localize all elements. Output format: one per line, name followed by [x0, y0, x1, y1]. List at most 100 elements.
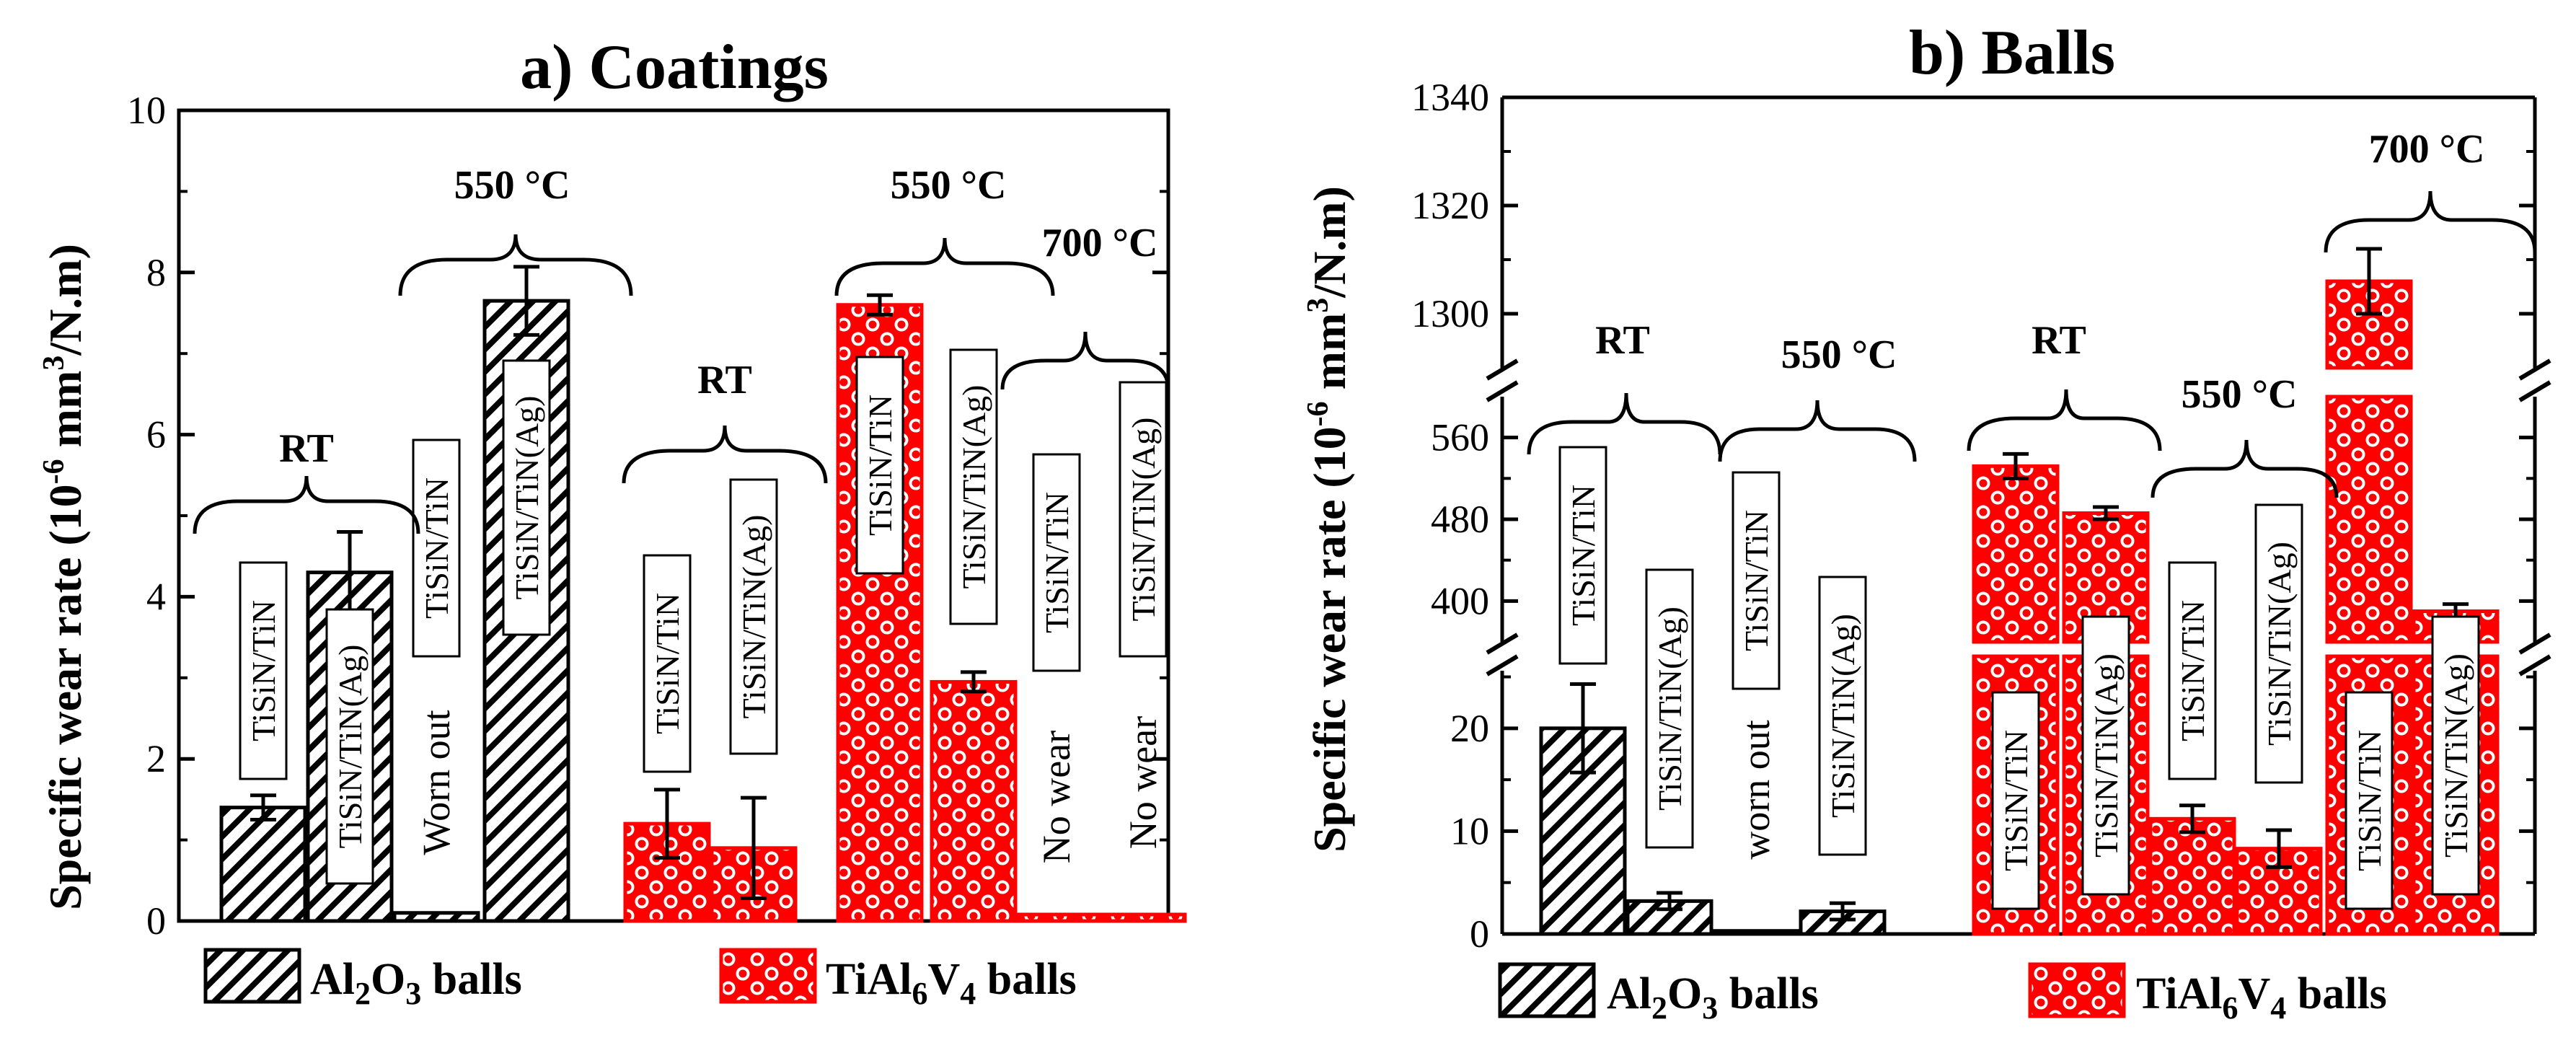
bar-label: TiSiN/TiN(Ag) — [736, 515, 772, 719]
bar-label-box — [2254, 503, 2303, 784]
panel-b-title: b) Balls — [1909, 18, 2115, 88]
panel-a-brace-550-al — [398, 234, 633, 296]
bar-label-box — [1645, 568, 1694, 849]
panel-b-group-rt-al: RT — [1595, 318, 1650, 363]
panel-b-y-ticks: 0 10 20 400 480 560 1300 1320 1340 — [1411, 76, 2535, 956]
panel-a-brace-550-ti — [834, 237, 1055, 296]
bar-label: TiSiN/TiN(Ag) — [956, 385, 992, 589]
bar-label-box — [855, 356, 904, 575]
panel-b-bars: TiSiN/TiN TiSiN/TiN(Ag) TiSiN/TiN worn out T… — [1539, 247, 2500, 936]
bar-label-box — [412, 439, 461, 658]
panel-a-group-550-al: 550 °C — [454, 163, 570, 208]
y-tick-label: 2 — [146, 737, 166, 780]
panel-b-ylabel: Specific wear rate (10-6 mm3/N.m) — [1302, 186, 1355, 852]
y-tick-label: 4 — [146, 575, 166, 618]
bar — [930, 679, 1018, 923]
bar-label: TiSiN/TiN(Ag) — [2261, 542, 2298, 746]
bar-label: TiSiN/TiN — [1565, 485, 1602, 626]
bar-note: No wear — [1121, 716, 1165, 849]
bar-label: TiSiN/TiN(Ag) — [508, 396, 545, 600]
bar — [2325, 395, 2413, 644]
panel-a-group-550-ti: 550 °C — [891, 163, 1007, 208]
bar-label: TiSiN/TiN — [1038, 492, 1075, 633]
y-tick-label: 1320 — [1411, 184, 1489, 227]
legend-label-tial6v4: TiAl6V4 balls — [826, 955, 1077, 1011]
panel-a-brace-700-ti — [1000, 331, 1170, 390]
bar-label: TiSiN/TiN(Ag) — [2088, 653, 2125, 858]
y-tick-label: 10 — [127, 89, 166, 132]
panel-b: b) Balls Specific wear rate (10-6 mm3/N.… — [1302, 18, 2551, 1026]
bar-label-box — [1558, 446, 1607, 665]
panel-b-group-550-ti: 550 °C — [2182, 372, 2298, 417]
bar-label-box — [2081, 615, 2130, 896]
bar-label: TiSiN/TiN(Ag) — [332, 645, 369, 849]
panel-a-group-rt-ti: RT — [697, 358, 752, 402]
bar-note: worn out — [1734, 720, 1778, 859]
y-tick-label: 8 — [146, 251, 166, 294]
bar-label: TiSiN/TiN — [649, 593, 686, 734]
bar-label: TiSiN/TiN(Ag) — [1125, 418, 1162, 622]
panel-a: a) Coatings Specific wear rate (10-6 mm3… — [38, 32, 1187, 1011]
bar-label-box — [1119, 381, 1168, 658]
bar-label: TiSiN/TiN(Ag) — [1651, 607, 1688, 811]
bar — [1712, 929, 1800, 936]
bar-label-box — [1991, 691, 2040, 910]
legend-swatch-tial6v4 — [2028, 962, 2126, 1018]
panel-b-brace-rt-al — [1527, 392, 1722, 455]
panel-b-brace-rt-ti — [1967, 389, 2162, 451]
bar-label-box — [1032, 453, 1081, 672]
y-tick-label: 6 — [146, 413, 166, 457]
bar — [1099, 912, 1187, 923]
panel-a-title: a) Coatings — [520, 32, 829, 102]
bar-label: TiSiN/TiN(Ag) — [2438, 653, 2474, 858]
y-tick-label: 400 — [1431, 579, 1489, 622]
bar-label-box — [643, 554, 692, 773]
y-tick-label: 1340 — [1411, 76, 1489, 119]
legend-swatch-al2o3 — [1498, 962, 1596, 1018]
legend-label-al2o3: Al2O3 balls — [1607, 969, 1819, 1026]
panel-b-brace-550-ti — [2151, 439, 2339, 498]
bar — [392, 911, 480, 923]
bar — [219, 806, 307, 923]
panel-a-legend: Al2O3 balls TiAl6V4 balls — [203, 948, 1077, 1011]
y-tick-label: 0 — [146, 899, 166, 943]
panel-b-group-700-ti: 700 °C — [2369, 127, 2485, 172]
bar — [2148, 816, 2236, 936]
bar-label-box — [325, 608, 374, 885]
bar-label: TiSiN/TiN — [1998, 730, 2034, 871]
panel-b-legend: Al2O3 balls TiAl6V4 balls — [1498, 962, 2387, 1026]
bar-label: TiSiN/TiN — [2174, 600, 2211, 741]
bar — [1626, 899, 1713, 936]
y-tick-label: 480 — [1431, 498, 1489, 541]
bar-note: No wear — [1035, 731, 1078, 863]
bar-label: TiSiN/TiN — [862, 395, 899, 536]
bar-label: TiSiN/TiN — [2351, 730, 2388, 871]
panel-a-ylabel: Specific wear rate (10-6 mm3/N.m) — [38, 244, 91, 910]
bar — [1972, 464, 2060, 644]
y-tick-label: 20 — [1450, 707, 1489, 750]
panel-a-brace-rt-ti — [622, 425, 828, 484]
y-tick-label: 10 — [1450, 809, 1489, 852]
panel-b-brace-700-ti — [2324, 190, 2537, 253]
legend-swatch-tial6v4 — [719, 948, 817, 1004]
legend-label-tial6v4: TiAl6V4 balls — [2136, 969, 2387, 1026]
bar-label-box — [2345, 691, 2394, 910]
bar-label: TiSiN/TiN — [1738, 510, 1775, 651]
bar-label: TiSiN/TiN — [418, 477, 455, 619]
panel-b-group-550-al: 550 °C — [1781, 332, 1897, 377]
bar-label-box — [2168, 561, 2217, 780]
panel-a-group-rt-al: RT — [279, 426, 334, 471]
y-tick-label: 0 — [1470, 912, 1489, 956]
bar-note: Worn out — [415, 710, 458, 855]
panel-a-brace-rt-al — [193, 475, 420, 534]
panel-a-bars: TiSiN/TiN TiSiN/TiN(Ag) TiSiN/TiN Worn out T… — [219, 265, 1187, 923]
legend-swatch-al2o3 — [203, 948, 301, 1004]
legend-label-al2o3: Al2O3 balls — [310, 955, 522, 1011]
bar-label-box — [239, 561, 288, 780]
panel-a-group-700-ti: 700 °C — [1042, 221, 1158, 265]
bar-label-box — [729, 478, 778, 755]
bar-label: TiSiN/TiN — [245, 600, 282, 741]
bar-label-box — [1818, 576, 1867, 856]
